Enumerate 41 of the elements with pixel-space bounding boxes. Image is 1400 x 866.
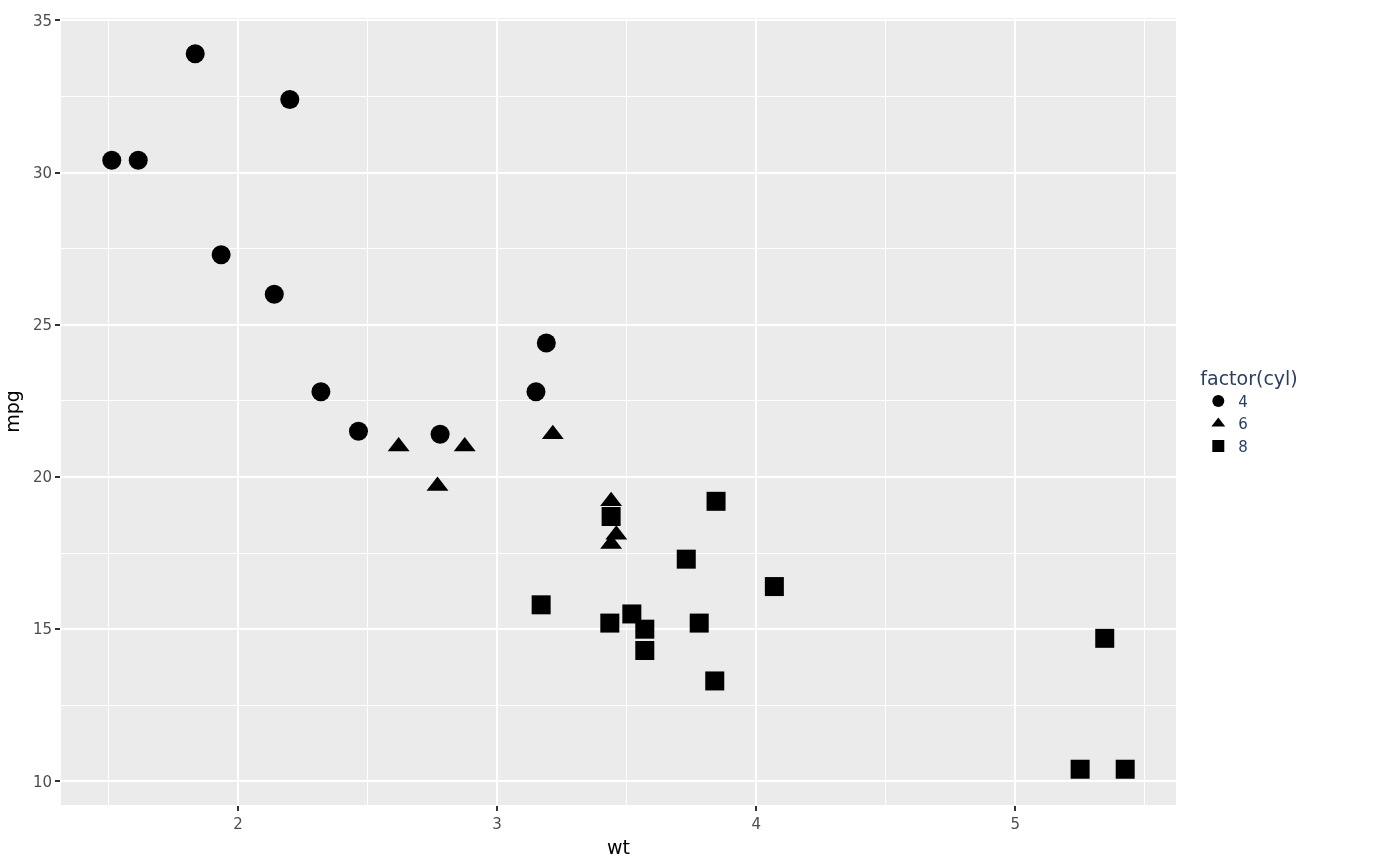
y-axis-title: mpg <box>0 390 23 433</box>
point <box>601 507 621 527</box>
point <box>311 382 331 402</box>
point <box>1095 628 1115 648</box>
y-tick-label: 20 <box>32 468 52 487</box>
legend-label: 6 <box>1238 415 1248 434</box>
point <box>1070 759 1090 779</box>
legend-label: 4 <box>1238 392 1248 411</box>
point <box>264 284 284 304</box>
point <box>526 382 546 402</box>
y-tick-label: 15 <box>32 620 52 639</box>
point <box>705 671 725 691</box>
point <box>600 613 620 633</box>
point <box>635 619 655 639</box>
point <box>706 491 726 511</box>
y-tick-label: 25 <box>32 315 52 334</box>
x-axis-title: wt <box>607 835 630 858</box>
point <box>622 604 642 624</box>
x-tick-label: 4 <box>751 815 761 833</box>
point <box>635 640 655 660</box>
x-tick-label: 3 <box>492 815 502 833</box>
point <box>102 150 122 170</box>
y-tick-label: 30 <box>32 163 52 182</box>
legend-title: factor(cyl) <box>1200 366 1298 389</box>
point <box>764 577 784 597</box>
point <box>531 595 551 615</box>
point <box>676 549 696 569</box>
point <box>280 89 300 109</box>
x-tick-label: 2 <box>233 815 243 833</box>
x-tick-label: 5 <box>1010 815 1021 833</box>
legend-label: 8 <box>1238 437 1248 456</box>
point <box>128 150 148 170</box>
point <box>348 421 368 441</box>
point <box>185 44 205 64</box>
point <box>430 424 450 444</box>
y-tick-label: 10 <box>32 772 52 791</box>
point <box>1115 759 1135 779</box>
y-tick-label: 35 <box>32 11 52 30</box>
point <box>689 613 709 633</box>
point <box>211 245 231 265</box>
point <box>536 333 556 353</box>
